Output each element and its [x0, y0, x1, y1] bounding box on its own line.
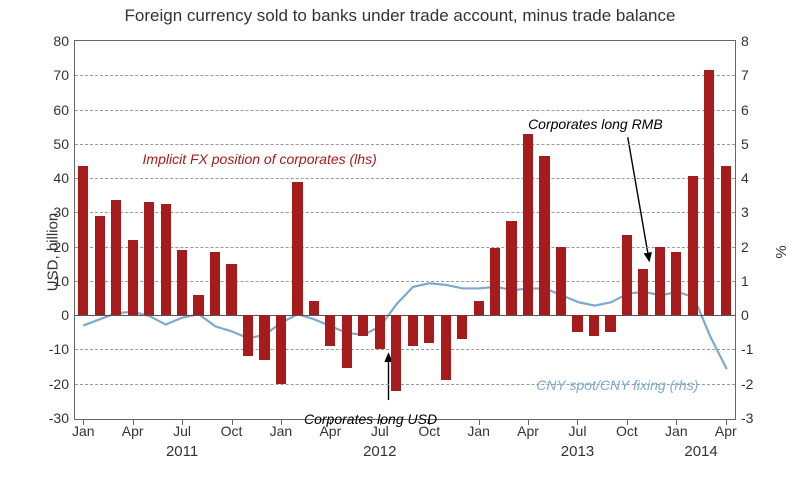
y-tick-right: -2: [735, 376, 771, 392]
bar: [622, 235, 632, 316]
bar: [276, 315, 286, 384]
bar: [342, 315, 352, 368]
x-tick-year: 2011: [166, 419, 198, 460]
bar: [704, 70, 714, 315]
bar: [78, 166, 88, 315]
bar: [325, 315, 335, 346]
y-tick-right: -1: [735, 341, 771, 357]
bar: [688, 176, 698, 315]
x-tick-month: Jan: [467, 419, 490, 439]
bar: [358, 315, 368, 336]
bar: [539, 156, 549, 315]
bar: [210, 252, 220, 315]
bar: [161, 204, 171, 315]
y-axis-right-label: %: [773, 245, 790, 258]
bar: [391, 315, 401, 390]
y-tick-left: -10: [29, 341, 75, 357]
annotation-bars-label: Implicit FX position of corporates (lhs): [143, 151, 377, 167]
bar: [441, 315, 451, 380]
bar: [474, 301, 484, 315]
y-tick-left: -20: [29, 376, 75, 392]
gridline: [75, 144, 735, 145]
y-tick-right: 0: [735, 307, 771, 323]
bar: [292, 182, 302, 316]
y-tick-left: 20: [29, 239, 75, 255]
y-tick-right: 3: [735, 204, 771, 220]
bar: [638, 269, 648, 315]
bar: [556, 247, 566, 316]
y-tick-left: 80: [29, 33, 75, 49]
bar: [375, 315, 385, 349]
x-tick-month: Apr: [715, 419, 737, 439]
zero-line: [75, 315, 735, 316]
bar: [457, 315, 467, 339]
y-tick-right: 4: [735, 170, 771, 186]
bar: [671, 252, 681, 315]
y-tick-right: 2: [735, 239, 771, 255]
bar: [589, 315, 599, 336]
y-tick-right: 7: [735, 67, 771, 83]
bar: [128, 240, 138, 315]
gridline: [75, 212, 735, 213]
bar: [95, 216, 105, 315]
y-tick-left: 0: [29, 307, 75, 323]
annotation-long-usd: Corporates long USD: [304, 411, 437, 427]
gridline: [75, 349, 735, 350]
y-tick-left: 40: [29, 170, 75, 186]
x-tick-month: Oct: [616, 419, 638, 439]
bar: [177, 250, 187, 315]
y-tick-right: 5: [735, 136, 771, 152]
gridline: [75, 178, 735, 179]
y-tick-left: 30: [29, 204, 75, 220]
bar: [226, 264, 236, 315]
bar: [111, 200, 121, 315]
bar: [309, 301, 319, 315]
bar: [572, 315, 582, 332]
bar: [605, 315, 615, 332]
annotation-long-rmb: Corporates long RMB: [528, 116, 663, 132]
gridline: [75, 75, 735, 76]
plot-area: -30-3-20-2-10-10010120230340450560670780…: [74, 40, 736, 420]
y-tick-right: -3: [735, 410, 771, 426]
bar: [523, 134, 533, 316]
y-tick-left: 10: [29, 273, 75, 289]
y-tick-right: 6: [735, 102, 771, 118]
gridline: [75, 281, 735, 282]
bar: [408, 315, 418, 346]
bar: [655, 247, 665, 316]
x-tick-month: Apr: [122, 419, 144, 439]
y-tick-left: -30: [29, 410, 75, 426]
bar: [721, 166, 731, 315]
x-tick-month: Apr: [517, 419, 539, 439]
gridline: [75, 247, 735, 248]
y-tick-left: 60: [29, 102, 75, 118]
bar: [259, 315, 269, 360]
gridline: [75, 110, 735, 111]
bar: [506, 221, 516, 315]
bar: [193, 295, 203, 316]
chart-title: Foreign currency sold to banks under tra…: [0, 6, 800, 26]
y-tick-right: 1: [735, 273, 771, 289]
bar: [144, 202, 154, 315]
bar: [424, 315, 434, 342]
bar: [243, 315, 253, 356]
x-tick-month: Jan: [72, 419, 95, 439]
y-tick-left: 70: [29, 67, 75, 83]
x-tick-month: Oct: [221, 419, 243, 439]
y-tick-right: 8: [735, 33, 771, 49]
x-tick-year: 2014: [684, 419, 717, 460]
y-tick-left: 50: [29, 136, 75, 152]
bar: [490, 248, 500, 315]
x-tick-year: 2013: [561, 419, 594, 460]
annotation-line-label: CNY spot/CNY fixing (rhs): [536, 377, 698, 393]
chart-container: Foreign currency sold to banks under tra…: [0, 0, 800, 504]
line-series-svg: [75, 41, 735, 419]
x-tick-month: Jan: [270, 419, 293, 439]
